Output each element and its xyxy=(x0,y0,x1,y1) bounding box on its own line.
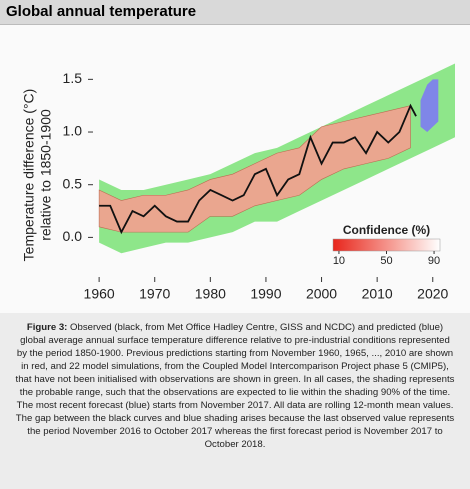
colorbar-tick-label: 10 xyxy=(333,255,345,267)
caption-label: Figure 3: xyxy=(26,322,68,333)
colorbar-tick-label: 90 xyxy=(428,255,440,267)
colorbar-title: Confidence (%) xyxy=(343,223,430,237)
x-tick-label: 2000 xyxy=(306,286,337,302)
title: Global annual temperature xyxy=(0,0,470,25)
caption-text: Observed (black, from Met Office Hadley … xyxy=(15,322,455,450)
y-tick-label: 0.5 xyxy=(63,175,83,191)
chart: Temperature difference (°C) relative to … xyxy=(0,25,470,313)
y-label: relative to 1850-1900 xyxy=(38,109,54,241)
x-tick-label: 1970 xyxy=(139,286,170,302)
x-tick-label: 2010 xyxy=(362,286,393,302)
y-tick-label: 1.0 xyxy=(63,123,83,139)
y-tick-label: 1.5 xyxy=(63,70,83,86)
band xyxy=(420,79,439,133)
caption: Figure 3: Observed (black, from Met Offi… xyxy=(15,321,455,451)
colorbar-tick-label: 50 xyxy=(380,255,392,267)
x-tick-label: 1980 xyxy=(195,286,226,302)
y-tick-label: 0.0 xyxy=(63,228,83,244)
x-tick-label: 1960 xyxy=(84,286,115,302)
x-tick-label: 2020 xyxy=(417,286,448,302)
line xyxy=(99,103,417,235)
colorbar xyxy=(332,238,441,252)
y-label: Temperature difference (°C) xyxy=(21,89,37,262)
band xyxy=(98,105,411,233)
x-tick-label: 1990 xyxy=(250,286,281,302)
